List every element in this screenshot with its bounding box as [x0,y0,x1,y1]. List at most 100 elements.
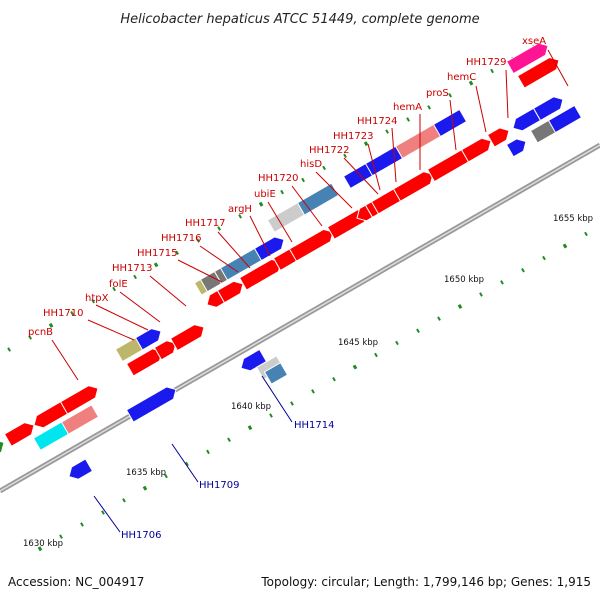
scale-tick [196,238,200,243]
gene-feature[interactable] [505,138,527,158]
scale-tick [80,522,84,527]
gene-feature[interactable] [253,236,285,262]
scale-tick [406,117,410,122]
label-leader-line [217,231,251,269]
scale-tick [395,340,399,346]
gene-feature[interactable] [60,404,100,435]
scale-tick [416,328,420,333]
gene-feature[interactable] [68,458,94,480]
gene-feature[interactable] [153,340,177,361]
scale-tick [185,461,189,467]
gene-label[interactable]: proS [426,88,449,99]
scale-tick [385,129,389,134]
scale-tick [206,449,210,455]
scale-tick [7,347,11,352]
scale-ticks [7,44,588,552]
gene-label[interactable]: argH [228,204,252,215]
label-leader-line [87,319,135,341]
label-leader-line [199,245,239,273]
scale-tick [48,322,54,328]
gene-feature[interactable] [169,324,205,352]
scale-tick [468,80,474,86]
label-leader-line [177,259,223,283]
label-leader-line [51,339,79,381]
gene-label[interactable]: HH1717 [185,218,226,229]
gene-labels-below: HH1706 HH1709 HH1714 [121,420,335,541]
scale-tick [269,413,273,418]
scale-label: 1645 kbp [338,338,378,348]
gene-label[interactable]: pcnB [28,327,53,338]
gene-feature[interactable] [460,137,492,163]
gene-label[interactable]: HH1724 [357,116,398,127]
scale-tick [227,437,231,442]
gene-label[interactable]: HH1723 [333,131,374,142]
scale-tick [142,485,148,491]
genome-summary-text: Topology: circular; Length: 1,799,146 bp… [260,575,591,589]
gene-label[interactable]: HH1715 [137,248,178,259]
gene-label[interactable]: hemA [393,102,422,113]
scale-tick [238,214,242,219]
gene-label[interactable]: HH1714 [294,420,335,431]
gene-feature[interactable] [532,96,564,122]
label-leader-line [547,49,569,87]
scale-tick [311,389,315,394]
label-leader-line [391,127,397,183]
gene-feature[interactable] [547,104,583,134]
scale-tick [490,68,494,74]
scale-tick [122,498,126,503]
genome-backbone [0,142,600,494]
gene-label[interactable]: HH1713 [112,263,153,274]
label-leader-line [475,85,487,133]
gene-label[interactable]: hisD [300,159,322,170]
scale-tick [101,510,105,515]
gene-label[interactable]: HH1729 [466,57,507,68]
scale-tick [352,364,358,370]
gene-feature[interactable] [505,42,549,75]
scale-tick [448,93,452,98]
gene-label[interactable]: HH1722 [309,145,350,156]
gene-feature[interactable] [125,386,177,423]
scale-tick [427,105,431,110]
scale-tick [562,243,568,249]
gene-feature[interactable] [240,348,268,372]
scale-label: 1650 kbp [444,275,484,285]
gene-feature[interactable] [59,385,99,415]
gene-feature[interactable] [3,422,35,447]
gene-label[interactable]: hemC [447,72,476,83]
scale-tick [322,165,326,171]
label-leader-line [505,69,509,119]
gene-label[interactable]: htpX [85,293,109,304]
gene-feature[interactable] [516,56,560,89]
gene-label[interactable]: folE [109,279,128,290]
gene-label[interactable]: ubiE [254,189,276,200]
gene-feature[interactable] [486,127,510,148]
gene-feature[interactable] [392,171,434,202]
scale-tick [258,201,264,207]
scale-tick [133,274,137,280]
gene-label[interactable]: HH1716 [161,233,202,244]
gene-features [0,42,583,480]
label-leader-lines [51,49,569,533]
gene-feature[interactable] [134,328,162,351]
gene-feature[interactable] [0,440,5,468]
gene-feature[interactable] [263,362,289,385]
label-leader-line [267,201,293,243]
gene-label[interactable]: HH1706 [121,530,162,541]
label-leader-line [95,304,149,331]
gene-feature[interactable] [432,108,468,138]
scale-tick [500,280,504,285]
gene-label[interactable]: HH1720 [258,173,299,184]
gene-label[interactable]: xseA [522,36,546,47]
scale-tick [37,546,43,552]
label-leader-line [249,215,271,257]
label-leader-line [171,443,199,483]
gene-label[interactable]: HH1709 [199,480,240,491]
gene-feature[interactable] [288,228,334,262]
label-leader-line [291,185,323,227]
scale-label: 1655 kbp [553,214,593,224]
gene-label[interactable]: HH1710 [43,308,84,319]
gene-feature[interactable] [216,280,244,304]
gene-labels-above: pcnB HH1710 htpX folE HH1713 HH1715 HH17… [28,36,546,338]
scale-tick [437,316,441,321]
